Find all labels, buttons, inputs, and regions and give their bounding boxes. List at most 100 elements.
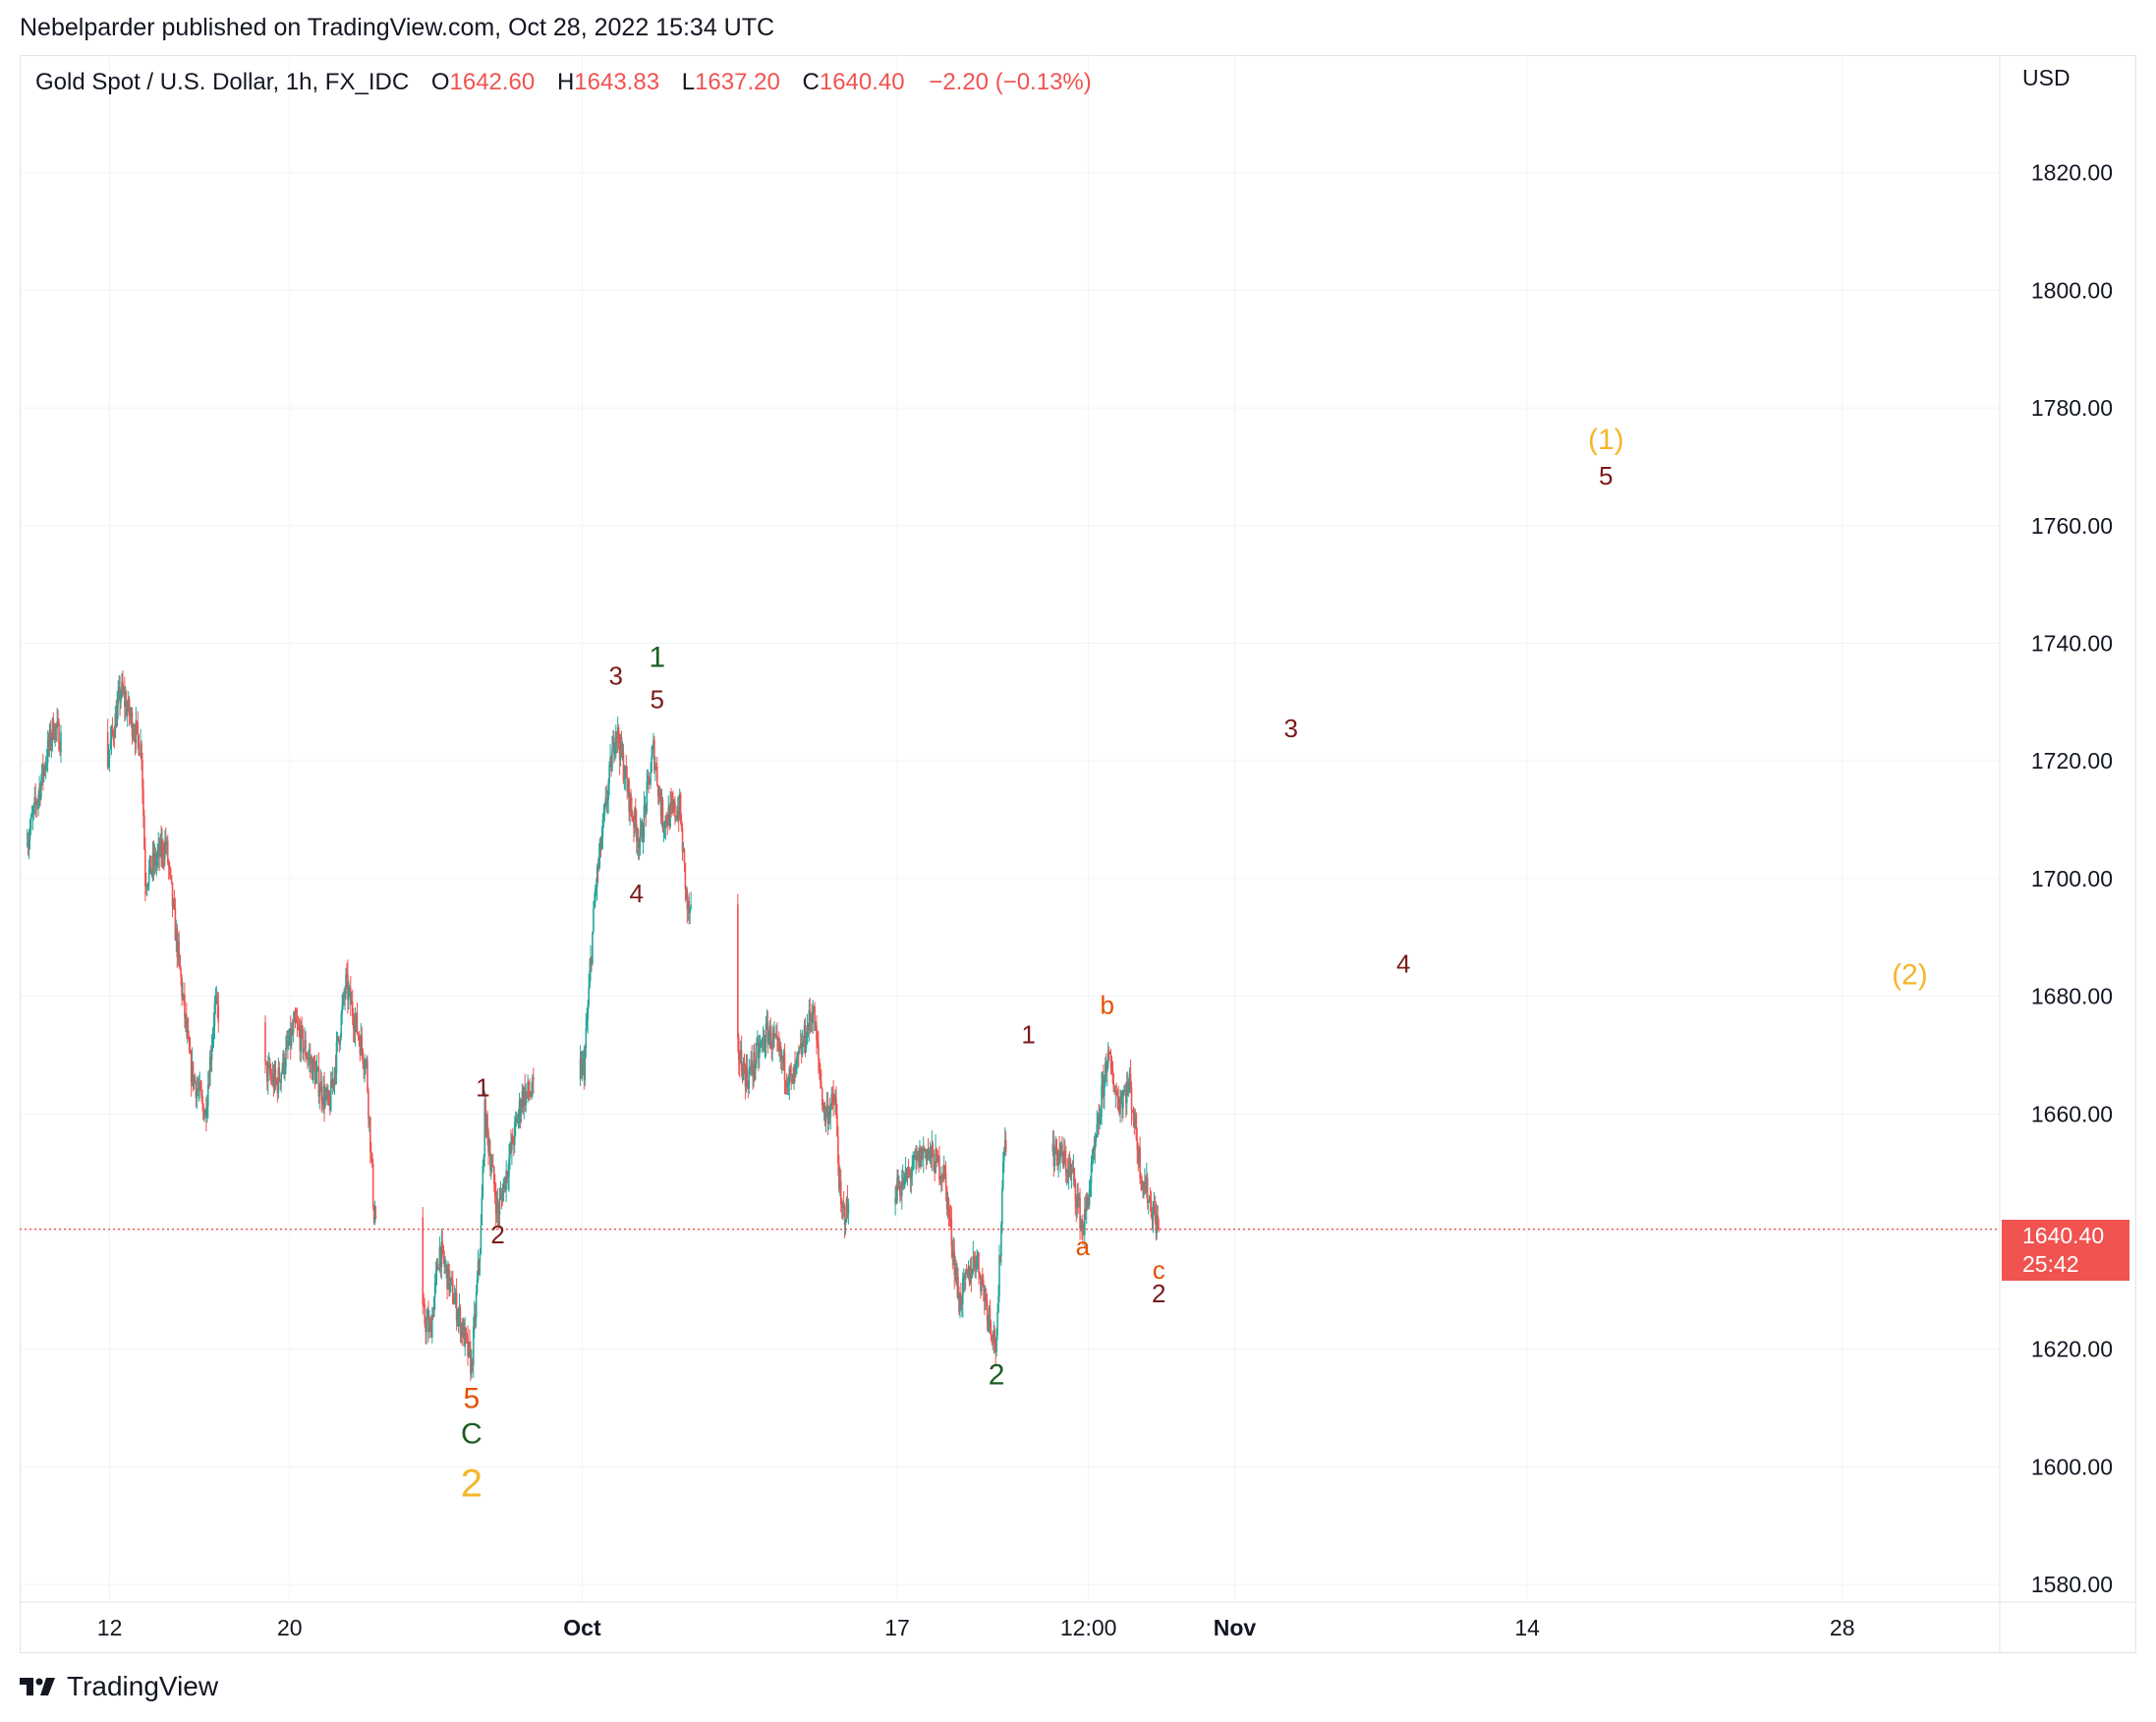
wave-label[interactable]: (2): [1892, 959, 1928, 992]
candle: [665, 812, 668, 829]
candle: [597, 843, 600, 872]
candle: [657, 785, 660, 806]
candle: [1059, 1142, 1061, 1173]
wave-label[interactable]: 1: [1021, 1019, 1035, 1049]
candle: [319, 1068, 322, 1092]
candle: [800, 1033, 803, 1064]
price-axis: 1580.001600.001620.001640.001660.001680.…: [2031, 160, 2113, 1597]
candle: [422, 1207, 425, 1315]
wave-label[interactable]: 1: [649, 641, 665, 673]
wave-label[interactable]: 2: [989, 1359, 1005, 1392]
candle: [293, 1010, 296, 1023]
candle: [126, 700, 129, 727]
candle: [465, 1327, 467, 1345]
candle: [761, 1037, 764, 1054]
publisher-caption: Nebelparder published on TradingView.com…: [20, 14, 775, 41]
wave-label[interactable]: 5: [464, 1383, 481, 1415]
candle: [478, 1258, 481, 1276]
wave-label[interactable]: 2: [490, 1220, 504, 1249]
candle: [687, 896, 690, 921]
candle: [31, 805, 34, 831]
currency-label[interactable]: USD: [2022, 65, 2071, 90]
candle: [820, 1068, 823, 1089]
candle: [797, 1051, 799, 1069]
candle: [833, 1093, 835, 1106]
wave-label[interactable]: b: [1100, 991, 1113, 1020]
wave-label[interactable]: c: [1153, 1255, 1165, 1285]
low-label: L: [681, 69, 696, 95]
wave-label[interactable]: 1: [476, 1072, 489, 1102]
candle: [143, 809, 145, 850]
candle: [1078, 1192, 1080, 1208]
candle: [927, 1138, 930, 1161]
candle: [593, 900, 595, 935]
candle: [303, 1047, 305, 1062]
candle: [142, 753, 143, 805]
candle: [288, 1028, 291, 1046]
candle: [629, 791, 631, 826]
candle: [1090, 1155, 1093, 1197]
candle: [492, 1166, 495, 1192]
candle: [320, 1071, 323, 1113]
candle: [1004, 1130, 1007, 1156]
wave-label[interactable]: 3: [1283, 714, 1297, 743]
candle: [675, 815, 677, 822]
wave-label[interactable]: 2: [1152, 1279, 1165, 1308]
chart-frame[interactable]: [20, 55, 2136, 1653]
candle: [428, 1309, 430, 1339]
candle: [814, 1002, 816, 1031]
price-tick-label: 1620.00: [2031, 1337, 2113, 1362]
candle: [485, 1113, 487, 1139]
candle: [922, 1136, 925, 1174]
candle: [299, 1017, 302, 1062]
candle: [911, 1155, 914, 1186]
candle: [155, 850, 158, 877]
candle: [502, 1178, 505, 1202]
candle: [371, 1158, 374, 1211]
candle: [191, 1047, 194, 1087]
candle: [213, 995, 216, 1040]
candle: [189, 1037, 192, 1055]
candle: [926, 1148, 929, 1166]
candle: [811, 1004, 813, 1033]
candle: [683, 847, 686, 873]
wave-label[interactable]: 5: [1599, 461, 1613, 490]
candle: [1077, 1182, 1079, 1215]
candle: [959, 1292, 961, 1319]
candle: [1105, 1057, 1106, 1088]
candle: [441, 1231, 444, 1255]
candle: [1123, 1085, 1125, 1097]
wave-label[interactable]: (1): [1588, 424, 1624, 456]
candle: [1143, 1181, 1145, 1199]
candle: [153, 843, 156, 875]
candle: [316, 1065, 319, 1072]
wave-label[interactable]: a: [1076, 1232, 1091, 1261]
candle: [173, 890, 176, 911]
candle: [469, 1329, 471, 1358]
candle: [690, 891, 692, 911]
candle: [429, 1317, 431, 1333]
candle: [947, 1197, 950, 1228]
wave-label[interactable]: 3: [609, 660, 623, 690]
candle: [908, 1166, 911, 1178]
candle: [914, 1148, 916, 1161]
wave-label[interactable]: 2: [461, 1462, 482, 1505]
candle: [531, 1081, 533, 1101]
candle: [961, 1272, 964, 1318]
candle: [122, 670, 124, 698]
candle: [788, 1065, 791, 1101]
wave-label[interactable]: 4: [1396, 949, 1410, 979]
candle: [330, 1071, 333, 1089]
tradingview-brand[interactable]: TradingView: [20, 1671, 218, 1702]
wave-label[interactable]: C: [461, 1417, 482, 1450]
candle: [794, 1051, 796, 1083]
candle: [194, 1073, 197, 1083]
wave-label[interactable]: 4: [630, 879, 644, 908]
candle: [1085, 1192, 1088, 1225]
candle: [595, 884, 596, 907]
wave-label[interactable]: 5: [651, 684, 664, 714]
candle: [899, 1180, 901, 1203]
candle: [290, 1022, 293, 1050]
candle: [598, 837, 601, 869]
